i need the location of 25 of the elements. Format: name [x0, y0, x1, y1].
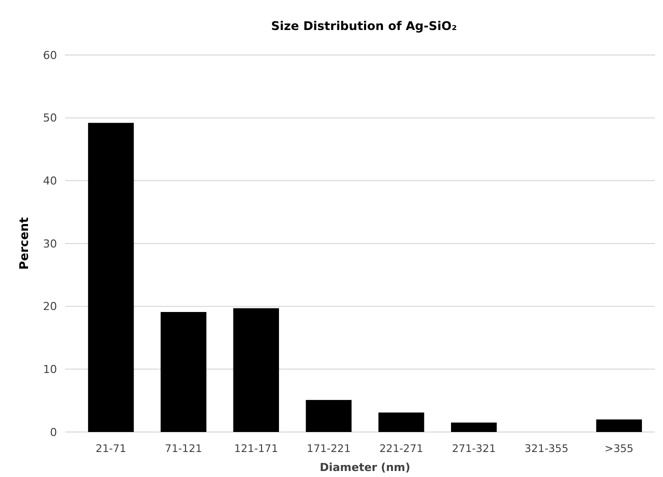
y-tick-label: 30 [43, 237, 57, 250]
bar [160, 312, 206, 432]
bar [378, 412, 424, 432]
bar [233, 308, 279, 432]
chart-title: Size Distribution of Ag-SiO₂ [271, 19, 457, 33]
y-tick-label: 60 [43, 48, 57, 62]
x-tick-label: >355 [604, 443, 634, 455]
y-tick-label: 0 [50, 426, 57, 439]
x-tick-label: 271-321 [452, 443, 496, 455]
y-tick-label: 40 [43, 174, 57, 188]
bar [596, 419, 642, 432]
x-axis-title: Diameter (nm) [320, 461, 410, 474]
y-axis-title: Percent [17, 217, 31, 270]
x-tick-label: 21-71 [96, 443, 126, 455]
x-tick-label: 171-221 [306, 443, 351, 455]
y-tick-label: 50 [43, 112, 57, 125]
bar [451, 422, 497, 432]
x-tick-label: 221-271 [379, 443, 424, 455]
x-tick-label: 121-171 [234, 443, 278, 455]
y-tick-label: 20 [43, 300, 57, 314]
y-tick-label: 10 [43, 363, 57, 376]
x-tick-label: 71-121 [164, 443, 202, 455]
bar [306, 400, 352, 432]
x-tick-label: 321-355 [524, 443, 568, 455]
bar [88, 122, 134, 432]
